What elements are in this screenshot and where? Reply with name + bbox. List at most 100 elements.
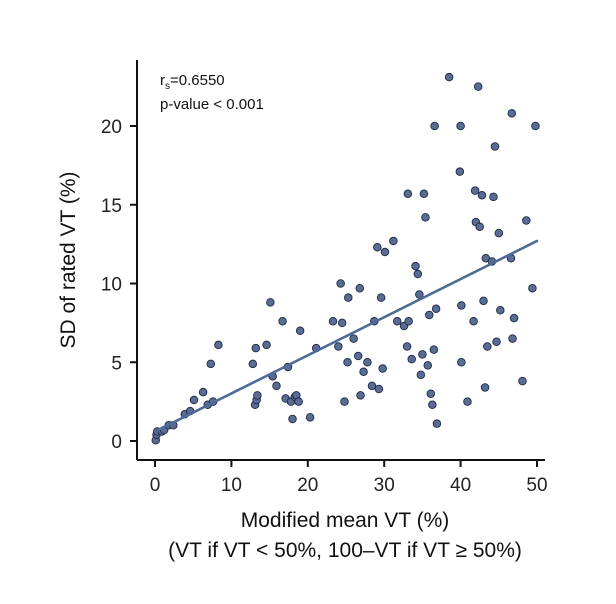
x-tick-label: 40 (450, 475, 471, 496)
data-point (356, 391, 365, 400)
data-point (477, 191, 487, 200)
data-point (392, 317, 402, 326)
y-tick-label: 15 (101, 196, 122, 217)
data-point (463, 397, 472, 406)
x-axis-subtitle: (VT if VT < 50%, 100–VT if VT ≥ 50%) (168, 539, 522, 562)
data-point (403, 189, 413, 198)
data-point (214, 340, 223, 350)
y-tick-label: 20 (101, 117, 122, 138)
data-point (494, 228, 504, 238)
data-point (272, 381, 281, 391)
data-point (343, 358, 352, 367)
data-point (479, 296, 488, 306)
data-point (426, 389, 436, 399)
data-point (266, 298, 275, 307)
data-point (421, 213, 430, 222)
data-point (262, 340, 271, 350)
data-point (518, 376, 527, 386)
data-point (374, 384, 384, 394)
y-tick-label: 0 (111, 432, 122, 453)
pvalue-annotation: p-value < 0.001 (160, 96, 264, 113)
data-point (444, 72, 454, 82)
y-tick-label: 10 (101, 275, 122, 296)
data-point (508, 334, 517, 343)
data-point (522, 216, 531, 225)
data-point (419, 189, 429, 198)
x-tick-label: 0 (150, 475, 161, 496)
x-ticks: 0 10 20 30 40 50 (150, 460, 548, 496)
y-ticks: 0 5 10 15 20 (101, 117, 137, 453)
data-point (253, 391, 262, 400)
data-point (469, 317, 478, 326)
data-point (489, 192, 498, 202)
x-tick-label: 10 (221, 475, 242, 496)
data-point (457, 358, 466, 367)
data-point (344, 293, 353, 302)
data-point (496, 306, 505, 315)
y-axis-title: SD of rated VT (%) (57, 171, 80, 348)
data-point (294, 397, 303, 406)
y-tick-label: 5 (111, 353, 122, 374)
data-point (423, 361, 432, 370)
rs-value: =0.6550 (170, 72, 225, 89)
data-point (376, 293, 386, 302)
trend-line (153, 239, 539, 433)
data-point (473, 82, 483, 91)
data-point (334, 342, 343, 351)
data-point (367, 381, 377, 391)
data-point (416, 370, 426, 380)
data-point (432, 419, 442, 428)
data-point (328, 317, 338, 326)
data-point (431, 304, 441, 313)
data-point (456, 121, 465, 131)
data-point (248, 359, 258, 369)
data-point (278, 317, 287, 326)
data-point (389, 236, 398, 246)
data-point (353, 351, 363, 361)
data-point (425, 310, 434, 320)
data-point (198, 387, 208, 397)
data-point (373, 243, 382, 252)
data-point (349, 334, 358, 343)
rs-annotation: rs=0.6550 (160, 72, 225, 92)
data-point (418, 350, 427, 359)
x-tick-label: 30 (374, 475, 395, 496)
data-point (407, 354, 416, 364)
data-point (455, 167, 465, 176)
data-point (528, 283, 537, 293)
data-point (378, 364, 387, 373)
data-points (151, 72, 540, 445)
data-point (355, 283, 365, 293)
data-point (337, 318, 347, 328)
data-point (305, 413, 315, 422)
x-tick-label: 20 (297, 475, 318, 496)
rs-subscript: s (165, 81, 170, 92)
data-point (336, 279, 345, 288)
data-point (531, 121, 540, 131)
x-axis-title: Modified mean VT (%) (241, 509, 450, 532)
data-point (430, 121, 439, 131)
data-point (380, 247, 390, 257)
data-point (492, 337, 501, 347)
data-point (206, 359, 216, 369)
data-point (413, 269, 423, 279)
data-point (359, 367, 368, 376)
stats-annotation: rs=0.6550 p-value < 0.001 (160, 72, 264, 113)
data-point (470, 186, 480, 195)
data-point (251, 343, 261, 353)
data-point (363, 358, 372, 367)
data-point (189, 395, 199, 405)
data-point (288, 414, 297, 424)
data-point (429, 345, 439, 354)
x-tick-label: 50 (526, 475, 547, 496)
data-point (340, 397, 349, 406)
data-point (490, 142, 500, 151)
data-point (295, 326, 305, 336)
data-point (411, 261, 420, 271)
data-point (402, 342, 412, 351)
data-point (480, 383, 490, 392)
data-point (428, 400, 437, 410)
data-point (483, 342, 492, 351)
data-point (404, 317, 413, 326)
